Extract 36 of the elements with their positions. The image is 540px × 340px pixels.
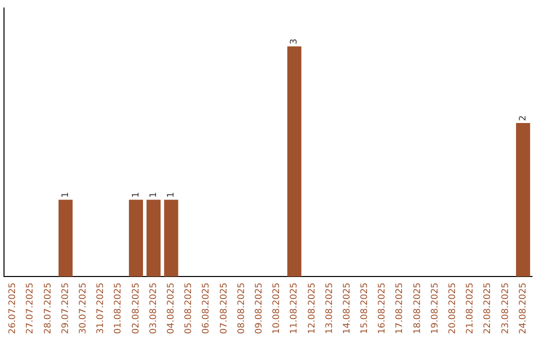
data-label: 1 xyxy=(148,192,159,198)
x-tick-label: 14.08.2025 xyxy=(342,282,352,334)
x-tick-label: 11.08.2025 xyxy=(290,282,300,334)
x-tick-label: 22.08.2025 xyxy=(483,282,494,334)
x-tick-label: 13.08.2025 xyxy=(324,282,335,334)
x-tick-label: 29.07.2025 xyxy=(60,282,71,334)
data-label: 2 xyxy=(518,115,528,122)
x-tick-label: 02.08.2025 xyxy=(131,282,142,334)
x-tick-label: 20.08.2025 xyxy=(448,282,458,334)
x-tick-label: 09.08.2025 xyxy=(254,282,264,334)
x-tick-label: 07.08.2025 xyxy=(219,282,230,334)
x-tick-label: 06.08.2025 xyxy=(202,282,212,334)
x-tick-label: 15.08.2025 xyxy=(360,282,370,334)
x-tick-label: 30.07.2025 xyxy=(78,282,89,334)
x-tick-label: 23.08.2025 xyxy=(500,282,511,334)
x-tick-label: 12.08.2025 xyxy=(307,282,318,334)
x-tick-label: 21.08.2025 xyxy=(466,282,476,334)
x-tick-label: 19.08.2025 xyxy=(430,282,440,334)
x-tick-label: 26.07.2025 xyxy=(8,282,18,334)
x-tick-label: 05.08.2025 xyxy=(184,282,194,334)
x-tick-label: 10.08.2025 xyxy=(272,282,282,334)
x-tick-label: 31.07.2025 xyxy=(96,282,106,334)
x-tick-label: 28.07.2025 xyxy=(43,282,54,334)
x-tick-label: 27.07.2025 xyxy=(26,282,36,334)
x-tick-label: 17.08.2025 xyxy=(395,282,406,334)
data-label: 1 xyxy=(131,192,142,198)
data-label: 1 xyxy=(60,192,71,198)
x-tick-label: 18.08.2025 xyxy=(412,282,423,334)
x-tick-label: 08.08.2025 xyxy=(236,282,247,334)
data-label: 1 xyxy=(166,192,176,198)
data-label: 3 xyxy=(290,38,300,44)
x-tick-label: 24.08.2025 xyxy=(518,282,528,334)
x-tick-label: 03.08.2025 xyxy=(148,282,159,334)
x-tick-label: 16.08.2025 xyxy=(378,282,388,334)
x-tick-label: 04.08.2025 xyxy=(166,282,176,334)
x-tick-label: 01.08.2025 xyxy=(114,282,124,334)
